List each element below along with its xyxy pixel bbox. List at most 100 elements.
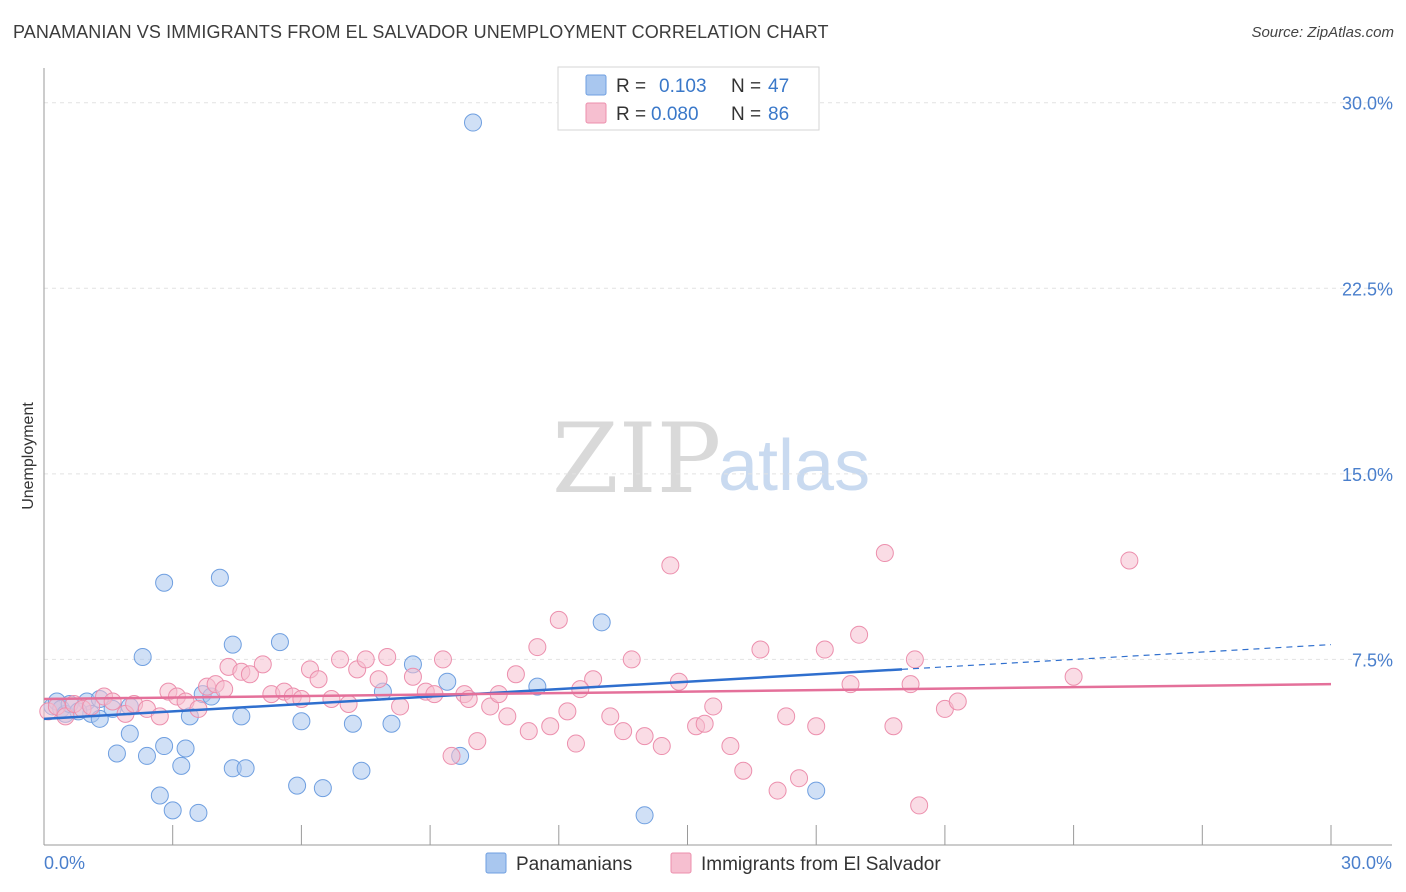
point-el-salvador-43 [468,732,487,751]
point-el-salvador-82 [1064,667,1083,686]
point-panamanians-32 [352,761,371,780]
bottom-legend-label-panamanians: Panamanians [516,854,632,875]
x-ticks [43,825,1332,845]
point-el-salvador-63 [695,714,714,733]
point-el-salvador-53 [566,734,585,753]
point-el-salvador-60 [661,556,680,575]
legend-swatch-panamanians [585,74,607,96]
point-panamanians-23 [223,635,242,654]
point-panamanians-28 [288,776,307,795]
point-el-salvador-48 [519,722,538,741]
point-panamanians-9 [107,744,126,763]
x-tick-label-min: 0.0% [44,853,85,873]
watermark-atlas: atlas [718,426,870,506]
legend-n-label-1: N = [731,104,761,125]
point-el-salvador-55 [601,707,620,726]
point-panamanians-25 [232,707,251,726]
point-el-salvador-18 [215,680,234,699]
point-panamanians-13 [155,737,174,756]
series-el-salvador [39,544,1139,815]
point-el-salvador-71 [807,717,826,736]
y-tick-label-2: 22.5% [1342,279,1393,299]
grid [44,102,1392,660]
point-panamanians-29 [292,712,311,731]
point-panamanians-42 [807,781,826,800]
y-axis-label: Unemployment [20,402,37,510]
legend: R = 0.103 N = 47 R = 0.080 N = 86 [557,66,820,131]
point-el-salvador-33 [356,650,375,669]
point-el-salvador-51 [549,610,568,629]
point-panamanians-36 [438,672,457,691]
point-el-salvador-72 [815,640,834,659]
legend-r-value-1: 0.080 [651,104,699,125]
trend-line-extension-0 [901,643,1332,670]
point-panamanians-12 [150,786,169,805]
point-el-salvador-49 [528,638,547,657]
point-el-salvador-68 [768,781,787,800]
point-el-salvador-34 [369,670,388,689]
y-tick-label-0: 7.5% [1352,650,1393,670]
point-el-salvador-59 [652,737,671,756]
point-el-salvador-7 [103,692,122,711]
point-el-salvador-70 [790,769,809,788]
legend-r-label-0: R = [616,76,646,97]
point-panamanians-34 [382,714,401,733]
point-el-salvador-21 [240,665,259,684]
legend-r-value-0: 0.103 [659,76,707,97]
point-el-salvador-46 [498,707,517,726]
point-el-salvador-41 [442,746,461,765]
bottom-legend-swatch-el-salvador [670,852,692,874]
point-el-salvador-31 [339,694,358,713]
point-el-salvador-81 [948,692,967,711]
point-panamanians-19 [189,803,208,822]
point-panamanians-27 [270,633,289,652]
point-el-salvador-29 [322,690,341,709]
y-tick-labels: 7.5% 15.0% 22.5% 30.0% [1342,94,1393,671]
point-panamanians-8 [120,724,139,743]
point-el-salvador-52 [558,702,577,721]
y-tick-label-1: 15.0% [1342,465,1393,485]
point-panamanians-17 [176,739,195,758]
legend-r-label-1: R = [616,104,646,125]
point-el-salvador-30 [331,650,350,669]
point-el-salvador-67 [751,640,770,659]
point-el-salvador-11 [150,707,169,726]
point-el-salvador-75 [875,544,894,563]
point-el-salvador-69 [777,707,796,726]
chart-title: PANAMANIAN VS IMMIGRANTS FROM EL SALVADO… [13,22,829,42]
legend-n-value-0: 47 [768,76,789,97]
point-panamanians-11 [137,746,156,765]
point-el-salvador-58 [635,727,654,746]
point-panamanians-40 [592,613,611,632]
point-panamanians-30 [313,779,332,798]
point-el-salvador-56 [614,722,633,741]
point-el-salvador-78 [905,650,924,669]
point-el-salvador-47 [506,665,525,684]
x-tick-label-max: 30.0% [1341,853,1392,873]
legend-swatch-el-salvador [585,102,607,124]
point-el-salvador-35 [378,647,397,666]
bottom-legend-swatch-panamanians [485,852,507,874]
point-el-salvador-44 [481,697,500,716]
point-el-salvador-65 [721,737,740,756]
point-el-salvador-50 [541,717,560,736]
point-panamanians-31 [343,714,362,733]
point-panamanians-14 [155,573,174,592]
point-panamanians-10 [133,647,152,666]
y-tick-label-3: 30.0% [1342,94,1393,114]
point-el-salvador-66 [734,761,753,780]
source-note: Source: ZipAtlas.com [1251,24,1394,41]
point-el-salvador-28 [309,670,328,689]
legend-n-value-1: 86 [768,104,789,125]
bottom-legend: Panamanians Immigrants from El Salvador [485,852,941,875]
point-el-salvador-40 [433,650,452,669]
trend-lines [43,643,1332,721]
point-el-salvador-74 [850,625,869,644]
point-el-salvador-36 [391,697,410,716]
point-el-salvador-79 [910,796,929,815]
point-el-salvador-83 [1120,551,1139,570]
point-el-salvador-64 [704,697,723,716]
point-panamanians-22 [210,568,229,587]
trend-line-1 [43,682,1332,701]
